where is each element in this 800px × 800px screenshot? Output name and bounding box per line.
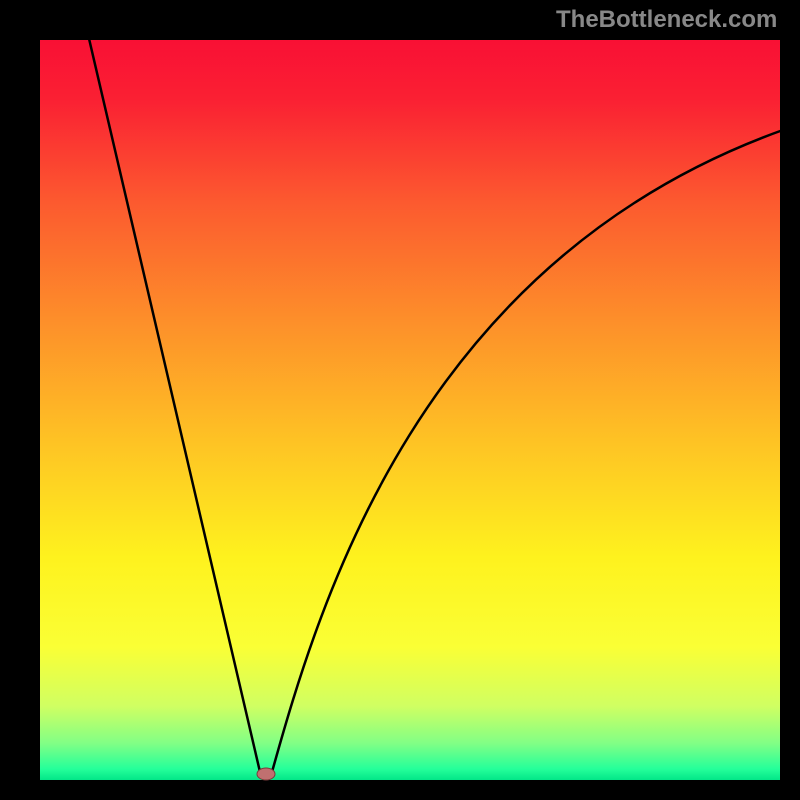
bottleneck-curve	[0, 0, 800, 800]
curve-right-branch	[272, 130, 783, 772]
dip-marker	[257, 768, 275, 780]
chart-container: TheBottleneck.com	[0, 0, 800, 800]
watermark-text: TheBottleneck.com	[556, 6, 777, 34]
curve-left-branch	[87, 30, 260, 772]
